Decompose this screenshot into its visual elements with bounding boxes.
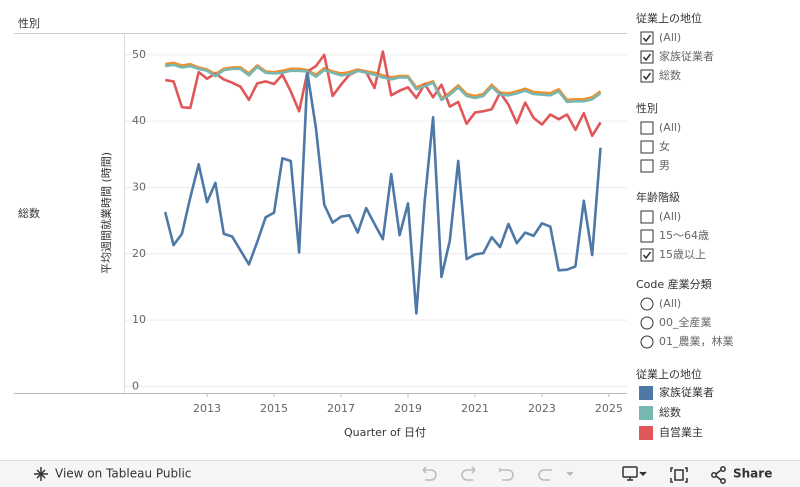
legend-label: 家族従業者 [659,385,714,399]
y-tick-label: 30 [132,180,146,193]
filter-title: 年齢階級 [636,190,680,204]
checkbox[interactable] [640,50,654,64]
x-tick-label: 2019 [394,402,422,415]
x-tick-label: 2023 [528,402,556,415]
checkbox[interactable] [640,229,654,243]
series-line [164,63,602,104]
legend-label: 自営業主 [659,425,703,439]
filter-item[interactable]: 家族従業者 [659,49,714,63]
plot: 0 10 20 30 40 50 2013 2015 2017 2019 2021 2023 2025 [125,48,627,415]
filter-item[interactable]: (All) [659,210,681,223]
checkbox[interactable] [640,31,654,45]
toolbar-icons [422,466,574,481]
legend-swatch [639,386,653,400]
filter-item[interactable]: 総数 [659,68,681,82]
y-tick-label: 10 [132,313,146,326]
checkmark [642,251,652,260]
row-label: 総数 [18,206,40,220]
y-tick-label: 40 [132,114,146,127]
filter-item[interactable]: (All) [659,297,681,310]
filter-item[interactable]: 男 [659,159,670,172]
filter-item[interactable]: 女 [659,139,670,153]
checkmark [642,72,652,81]
checkbox[interactable] [640,159,654,173]
checkbox[interactable] [640,248,654,262]
filter-item[interactable]: 15歳以上 [659,248,706,261]
share-button[interactable]: Share [733,467,772,481]
checkbox[interactable] [640,210,654,224]
checkmark [642,34,652,43]
series-line [163,72,602,315]
filter-item[interactable]: (All) [659,31,681,44]
y-tick-label: 0 [132,379,139,392]
radio-button[interactable] [640,335,654,349]
legend-swatch [639,426,653,440]
checkbox[interactable] [640,140,654,154]
radio-button[interactable] [640,316,654,330]
view-link[interactable]: View on Tableau Public [55,467,191,481]
y-tick-label: 50 [132,48,146,61]
series-line [164,61,602,102]
series-line [164,50,602,138]
radio-button[interactable] [640,297,654,311]
filter-item[interactable]: (All) [659,121,681,134]
x-tick-label: 2021 [461,402,489,415]
filter-item[interactable]: 15〜64歳 [659,229,709,242]
checkbox[interactable] [640,121,654,135]
checkbox[interactable] [640,69,654,83]
y-tick-label: 20 [132,247,146,260]
column-header: 性別 [18,16,40,30]
legend-swatch [639,406,653,420]
x-tick-label: 2025 [595,402,623,415]
toolbar-icons-active[interactable] [622,466,726,484]
side-panel: 従業上の地位(All)家族従業者総数性別(All)女男年齢階級(All)15〜6… [636,11,734,440]
x-tick-label: 2017 [327,402,355,415]
x-axis-title: Quarter of 日付 [344,426,426,439]
x-tick-label: 2015 [260,402,288,415]
toolbar [0,460,800,487]
filter-title: Code 産業分類 [636,278,712,291]
y-axis-title: 平均週間就業時間 (時間) [99,152,113,274]
legend-title: 従業上の地位 [636,367,702,381]
tableau-icon [34,467,48,481]
filter-title: 性別 [636,101,658,115]
checkmark [642,53,652,62]
legend-label: 総数 [659,405,681,419]
x-tick-label: 2013 [193,402,221,415]
filter-title: 従業上の地位 [636,11,702,25]
filter-item[interactable]: 00_全産業 [659,315,712,329]
filter-item[interactable]: 01_農業，林業 [659,334,734,348]
